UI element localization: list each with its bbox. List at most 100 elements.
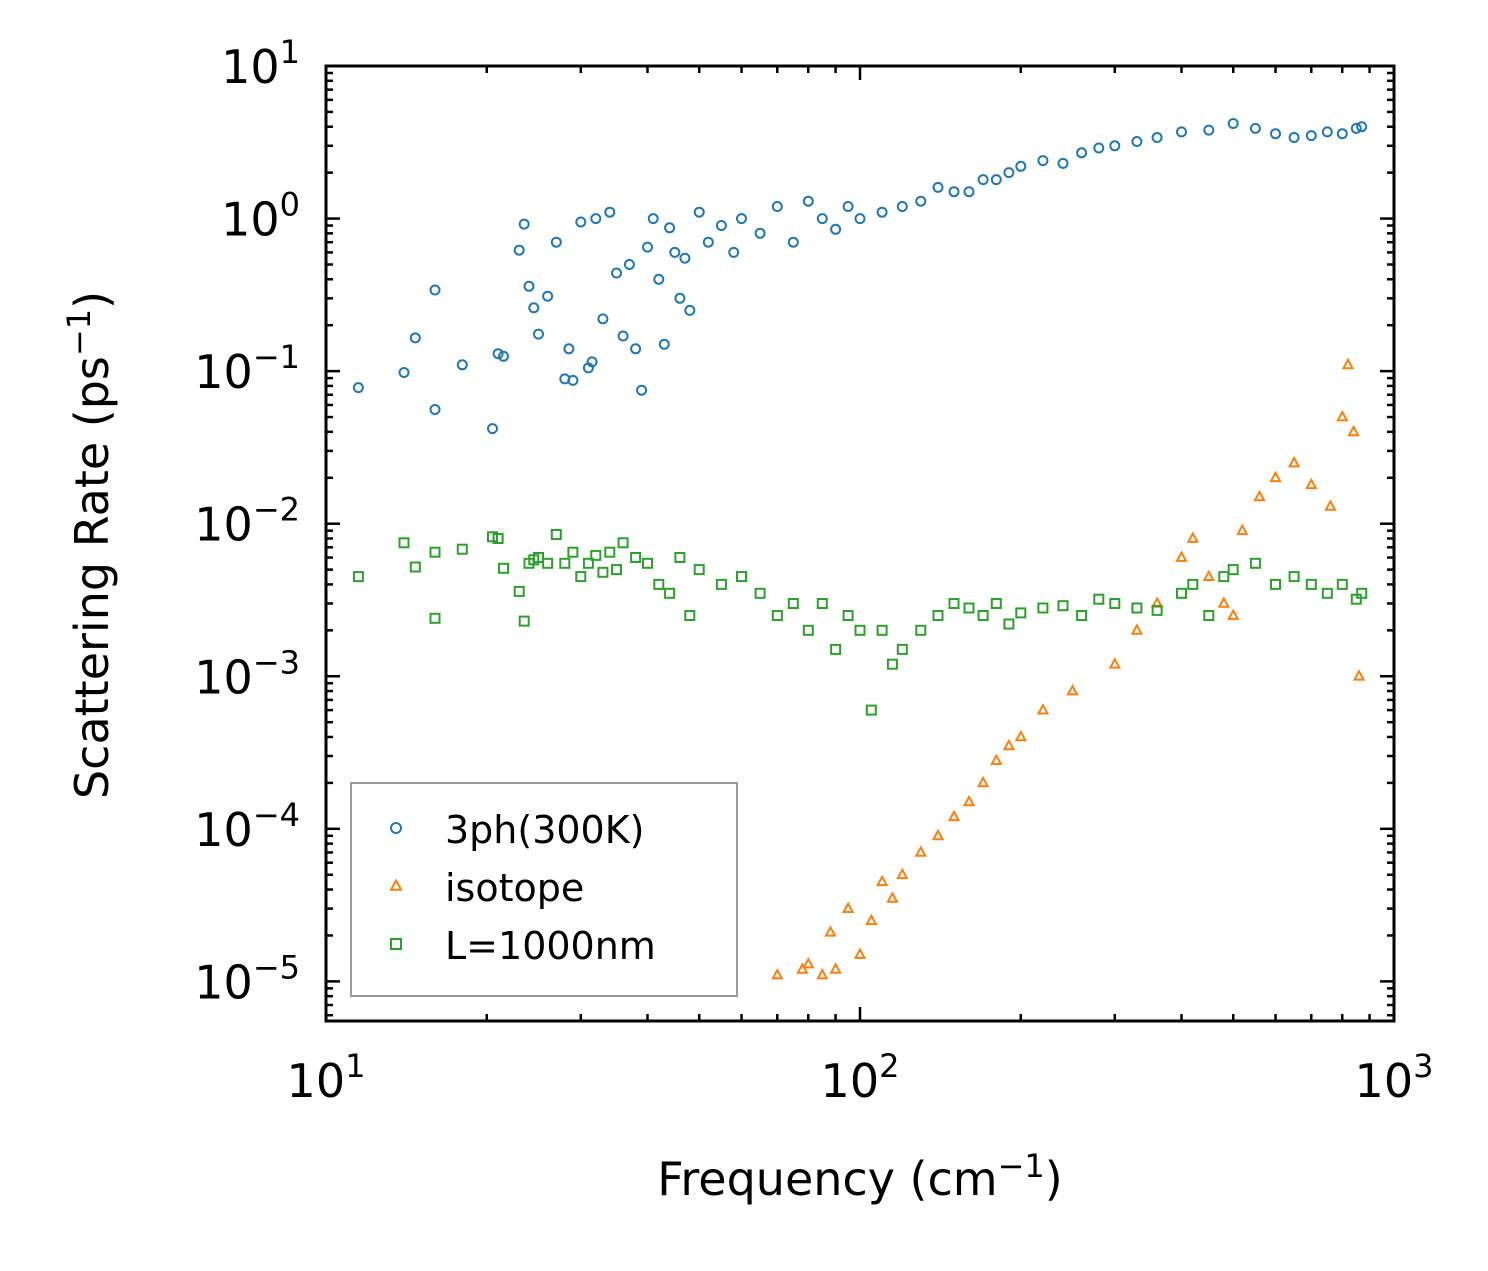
data-point [875,874,889,887]
y-tick-label: 101 [221,33,300,94]
data-point [948,186,960,198]
data-point [1015,607,1027,619]
data-point [567,546,579,558]
data-point [1014,729,1027,742]
data-point [1321,587,1333,599]
data-point [1321,126,1333,138]
legend: 3ph(300K) isotope L=1000nm [350,782,738,997]
data-point [736,571,747,583]
data-point [550,529,562,540]
data-point [1203,610,1215,621]
data-point [1176,126,1187,138]
data-point [674,292,686,304]
data-point [604,206,616,218]
x-tick-label: 103 [1355,1047,1434,1108]
data-point [528,302,540,314]
legend-item: isotope [389,866,584,910]
data-point [853,947,867,959]
data-point [886,658,898,670]
data-point [492,348,504,360]
data-point [429,612,441,624]
axis-ticks [324,64,1396,1021]
y-axis-title-exp: −1 [60,309,98,356]
legend-item: 3ph(300K) [390,808,644,852]
y-tick-label: 10−1 [194,338,300,399]
data-point [854,213,866,225]
data-point [787,236,799,248]
data-point [658,338,670,350]
data-point [896,867,909,880]
data-point [352,382,364,394]
data-point [409,561,421,573]
data-point [1076,147,1088,159]
data-point [597,566,609,578]
data-point [841,901,855,913]
data-point [1305,130,1317,142]
data-point [664,587,676,599]
data-point [429,404,441,415]
y-tick-label: 10−3 [194,643,300,704]
data-point [932,610,944,621]
data-point [542,557,554,569]
data-point [754,227,766,239]
data-point [990,174,1002,186]
data-point [1227,608,1240,620]
data-point [1002,738,1016,751]
data-point [693,564,705,576]
data-point [842,610,854,621]
data-point [1003,167,1015,179]
data-point [1352,669,1366,681]
x-axis-title-main: Frequency (cm [657,1152,997,1206]
data-point [1305,578,1317,590]
data-point [977,610,989,621]
triangle-marker-icon [389,878,403,891]
data-point [1037,155,1049,167]
data-point [1203,124,1215,136]
x-axis-title-close: ) [1045,1152,1063,1206]
data-point [642,557,653,569]
data-point [842,201,854,212]
data-point [518,218,530,230]
data-point [487,531,498,543]
data-point [513,585,525,597]
y-tick-label: 10−4 [194,796,300,857]
data-point [1336,410,1349,422]
data-point [1288,571,1300,583]
data-point [1347,424,1360,437]
data-point [1151,604,1163,616]
data-point [787,598,799,609]
series-2-points [771,357,1366,980]
data-point [456,543,468,555]
circle-marker-icon [390,822,402,834]
data-point [647,213,659,225]
y-axis-title: Scattering Rate (ps−1) [60,291,119,799]
data-point [498,350,509,362]
data-point [876,206,888,218]
data-point [684,304,696,316]
data-point [865,913,878,926]
data-point [1270,578,1281,590]
data-point [1036,703,1050,715]
data-point [1356,587,1368,599]
data-point [1109,598,1121,609]
data-point [398,537,410,549]
data-point [653,273,665,285]
data-point [586,356,598,368]
data-point [352,571,364,583]
data-point [636,384,648,396]
data-point [976,775,990,788]
data-point [1003,618,1015,630]
data-point [1093,142,1105,154]
data-point [1037,602,1049,614]
data-point [886,891,899,903]
data-point [1324,499,1337,511]
data-point [630,552,642,563]
data-point [816,968,829,980]
data-point [932,181,944,193]
data-point [679,252,691,264]
data-point [1131,136,1143,147]
y-axis-title-close: ) [65,291,119,309]
data-point [1176,587,1187,599]
data-point [771,201,783,212]
data-point [963,186,975,198]
